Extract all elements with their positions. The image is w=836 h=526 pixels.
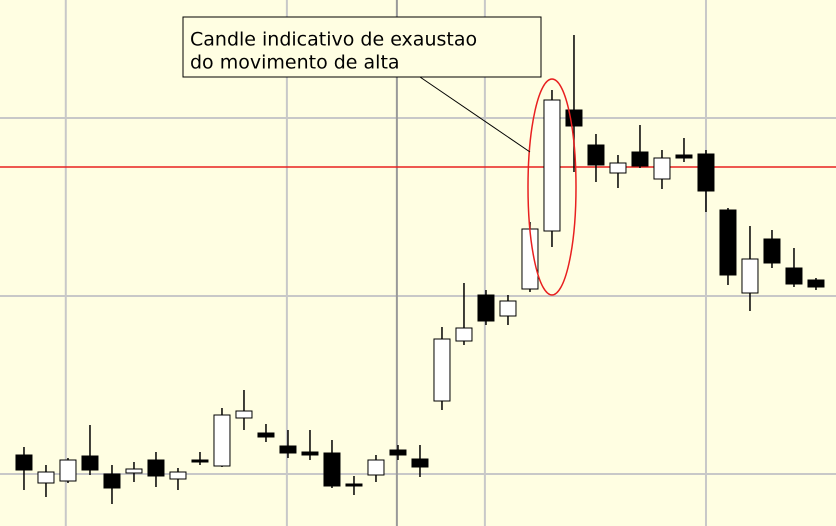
candle-body	[37, 471, 55, 484]
candle-body	[191, 459, 209, 463]
candle-body	[301, 451, 319, 456]
candle-body	[147, 459, 165, 477]
candle-body	[103, 473, 121, 489]
candle-body	[653, 157, 671, 180]
candle-body	[741, 258, 759, 294]
candle-body	[279, 445, 297, 454]
candle-body	[807, 279, 825, 288]
annotation-line: do movimento de alta	[190, 52, 400, 74]
candle-body	[59, 459, 77, 482]
candle-body	[455, 327, 473, 342]
candle-body	[499, 300, 517, 317]
candle-body	[543, 99, 561, 232]
candle-body	[213, 414, 231, 467]
candle-body	[257, 432, 275, 438]
candle-body	[15, 454, 33, 471]
candle-body	[433, 338, 451, 402]
highlight-ellipse	[527, 78, 577, 296]
candle-body	[631, 151, 649, 167]
candle-body	[719, 209, 737, 276]
candle-body	[587, 144, 605, 166]
candles	[15, 35, 825, 504]
candle-body	[235, 410, 253, 419]
candle-body	[565, 109, 583, 127]
candle-body	[389, 449, 407, 456]
candle-body	[521, 228, 539, 290]
candle-body	[609, 162, 627, 174]
candle-body	[477, 294, 495, 322]
candle-body	[785, 267, 803, 285]
candle-body	[763, 238, 781, 264]
annotation-line: Candle indicativo de exaustao	[190, 29, 477, 51]
leader-line	[419, 76, 531, 153]
candle-body	[345, 483, 363, 487]
candle-body	[367, 459, 385, 476]
annotation-box	[182, 16, 542, 78]
candle-body	[675, 154, 693, 159]
candle-body	[697, 153, 715, 192]
candle-body	[323, 452, 341, 487]
candle-body	[125, 468, 143, 474]
candle-body	[81, 455, 99, 471]
candle-body	[169, 471, 187, 480]
candle-body	[411, 458, 429, 468]
